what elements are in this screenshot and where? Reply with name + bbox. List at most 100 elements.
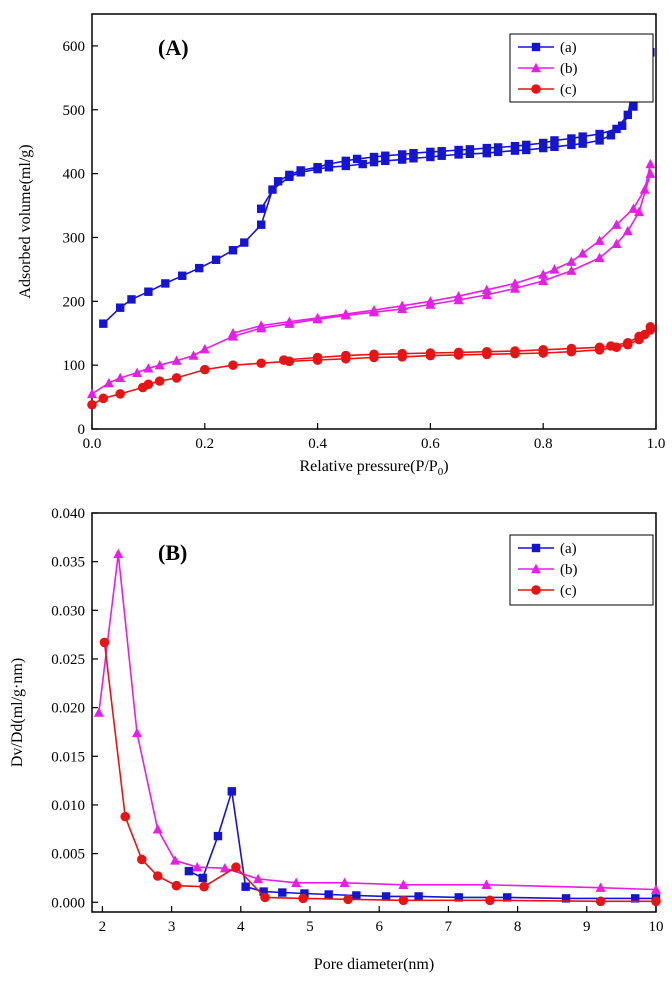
x-tick-label: 4 — [237, 919, 245, 935]
data-point — [611, 238, 622, 249]
data-point — [465, 145, 475, 154]
data-point — [192, 862, 203, 872]
data-point — [549, 264, 560, 274]
data-point — [278, 355, 289, 365]
x-tick-label: 0.0 — [83, 436, 102, 452]
data-point — [398, 879, 409, 889]
x-tick-label: 5 — [306, 919, 314, 935]
y-tick-label: 0.015 — [51, 749, 85, 765]
data-point — [87, 399, 97, 410]
x-tick-label: 7 — [445, 919, 453, 935]
data-point — [510, 278, 520, 288]
data-point — [595, 136, 604, 145]
y-tick-label: 0.035 — [51, 555, 85, 571]
data-point — [341, 156, 350, 166]
data-point — [154, 376, 165, 386]
data-point — [137, 854, 147, 865]
data-point — [622, 225, 633, 236]
x-tick-label: 2 — [99, 919, 107, 935]
x-axis-label-end: ) — [443, 458, 448, 475]
legend-marker — [531, 543, 541, 553]
legend-item-0: (a) — [518, 40, 577, 56]
data-point — [578, 139, 587, 148]
legend-label: (a) — [560, 541, 577, 557]
data-point — [99, 637, 110, 648]
x-axis-label: Pore diameter(nm) — [314, 956, 434, 973]
data-point — [409, 148, 418, 158]
data-point — [324, 159, 334, 169]
data-point — [170, 855, 181, 865]
data-point — [228, 360, 238, 370]
panel-label: (A) — [158, 35, 189, 60]
data-point — [219, 863, 230, 873]
data-point — [116, 303, 125, 312]
legend-item-1: (b) — [518, 61, 578, 77]
data-point — [171, 355, 182, 365]
data-point — [426, 152, 435, 162]
data-point — [594, 235, 605, 245]
data-point — [291, 877, 302, 888]
legend-label: (a) — [560, 40, 577, 56]
data-point — [639, 184, 650, 194]
data-point — [561, 894, 571, 903]
data-point — [398, 895, 409, 906]
data-point — [113, 548, 124, 559]
data-point — [324, 890, 333, 899]
data-point — [213, 831, 223, 841]
legend-marker — [531, 84, 541, 94]
data-point — [397, 348, 408, 359]
data-point — [143, 363, 154, 373]
legend-label: (b) — [560, 61, 578, 77]
legend-label: (c) — [560, 82, 577, 98]
data-point — [485, 895, 495, 906]
data-point — [369, 157, 379, 167]
series-line — [91, 326, 652, 406]
plot-frame — [91, 13, 657, 430]
data-point — [577, 248, 588, 258]
data-point — [240, 238, 249, 247]
data-point — [628, 203, 639, 213]
data-point — [493, 143, 503, 152]
legend-item-0: (a) — [518, 541, 577, 557]
data-point — [358, 159, 367, 169]
data-point — [199, 881, 209, 892]
data-point — [398, 155, 407, 164]
legend: (a) (b) (c) — [509, 33, 654, 103]
data-point — [566, 343, 577, 354]
data-point — [178, 271, 187, 280]
data-point — [127, 295, 136, 304]
data-point — [566, 265, 577, 275]
data-point — [99, 319, 108, 328]
y-tick-label: 600 — [63, 39, 86, 55]
plot-frame — [91, 512, 657, 913]
data-point — [296, 166, 305, 175]
data-point — [241, 882, 250, 891]
plot-panel-1: 0.0 0.2 0.4 0.6 0.8 1.0 0 100 200 300 400 500 600 Rel… — [17, 13, 665, 478]
data-point — [634, 331, 644, 342]
data-point — [98, 393, 109, 404]
x-tick-label: 9 — [583, 919, 591, 935]
y-tick-label: 0.010 — [51, 798, 85, 814]
data-point — [409, 154, 418, 163]
data-point — [510, 141, 520, 151]
y-tick-label: 0.025 — [51, 652, 85, 668]
data-point — [171, 880, 182, 891]
data-point — [228, 246, 238, 255]
data-point — [611, 219, 622, 229]
data-point — [493, 147, 503, 157]
data-point — [381, 151, 390, 160]
data-point — [481, 284, 492, 295]
data-point — [414, 892, 423, 901]
data-point — [595, 896, 606, 907]
y-tick-label: 0.040 — [51, 506, 85, 522]
data-point — [567, 134, 576, 143]
data-point — [538, 345, 548, 355]
data-point — [313, 163, 322, 172]
data-point — [606, 131, 616, 140]
data-point — [152, 871, 163, 881]
data-point — [594, 252, 605, 263]
data-point — [453, 347, 464, 358]
data-point — [298, 893, 308, 904]
data-point — [510, 346, 520, 356]
data-point — [273, 177, 283, 186]
